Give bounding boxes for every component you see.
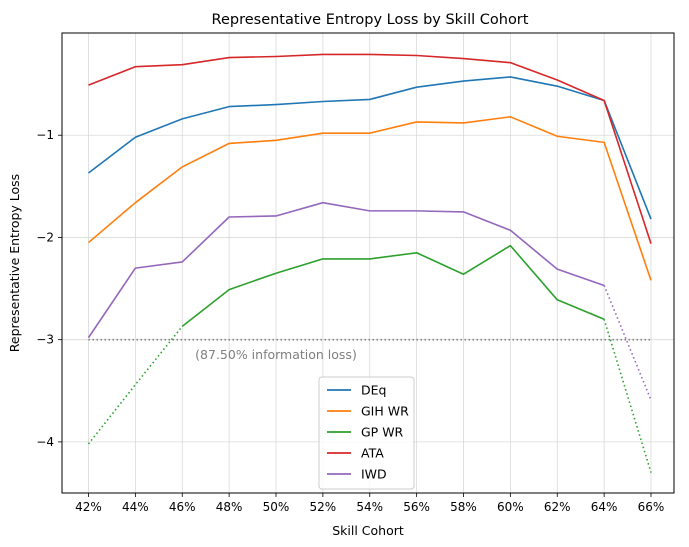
- x-tick-label: 54%: [356, 500, 383, 514]
- series-line-iwd: [87, 201, 605, 339]
- series-dotted-iwd: [603, 285, 652, 401]
- x-axis-label: Skill Cohort: [332, 523, 404, 538]
- annotation-text: (87.50% information loss): [195, 347, 357, 362]
- x-tick-label: 58%: [450, 500, 477, 514]
- x-tick-label: 52%: [310, 500, 337, 514]
- legend: DEq GIH WR GP WR ATA IWD: [318, 376, 415, 490]
- y-tick-label: −1: [36, 128, 54, 142]
- x-tick-label: 50%: [263, 500, 290, 514]
- series-line-gp-wr: [181, 244, 605, 328]
- x-tick-label: 48%: [216, 500, 243, 514]
- x-axis-ticks: 42% 44% 46% 48% 50% 52% 54% 56% 58% 60% 62% 64% 66%: [75, 493, 664, 514]
- legend-label-ata: ATA: [361, 446, 384, 461]
- x-tick-label: 44%: [122, 500, 149, 514]
- x-tick-label: 66%: [638, 500, 665, 514]
- y-tick-label: −3: [36, 333, 54, 347]
- x-tick-label: 56%: [403, 500, 430, 514]
- series-line-gih-wr: [87, 116, 652, 281]
- chart-title: Representative Entropy Loss by Skill Coh…: [212, 12, 529, 28]
- y-tick-label: −2: [36, 230, 54, 244]
- series-dotted-gp-wr: [603, 318, 652, 473]
- x-tick-label: 46%: [169, 500, 196, 514]
- series-dotted-gp-wr: [87, 325, 183, 445]
- x-tick-label: 62%: [544, 500, 571, 514]
- legend-label-iwd: IWD: [361, 467, 387, 482]
- series-line-ata: [88, 53, 652, 244]
- legend-label-gp-wr: GP WR: [361, 425, 404, 440]
- legend-box: [318, 376, 415, 490]
- x-tick-label: 64%: [591, 500, 618, 514]
- y-axis-label: Representative Entropy Loss: [7, 174, 22, 352]
- legend-label-deq: DEq: [361, 383, 386, 398]
- plot-frame: [61, 32, 675, 494]
- series-line-deq: [88, 76, 652, 220]
- y-axis-ticks: −4 −3 −2 −1: [36, 128, 62, 449]
- legend-label-gih-wr: GIH WR: [361, 404, 409, 419]
- y-tick-label: −4: [36, 435, 54, 449]
- x-tick-label: 60%: [497, 500, 524, 514]
- x-tick-label: 42%: [75, 500, 102, 514]
- series-lines: [87, 53, 652, 473]
